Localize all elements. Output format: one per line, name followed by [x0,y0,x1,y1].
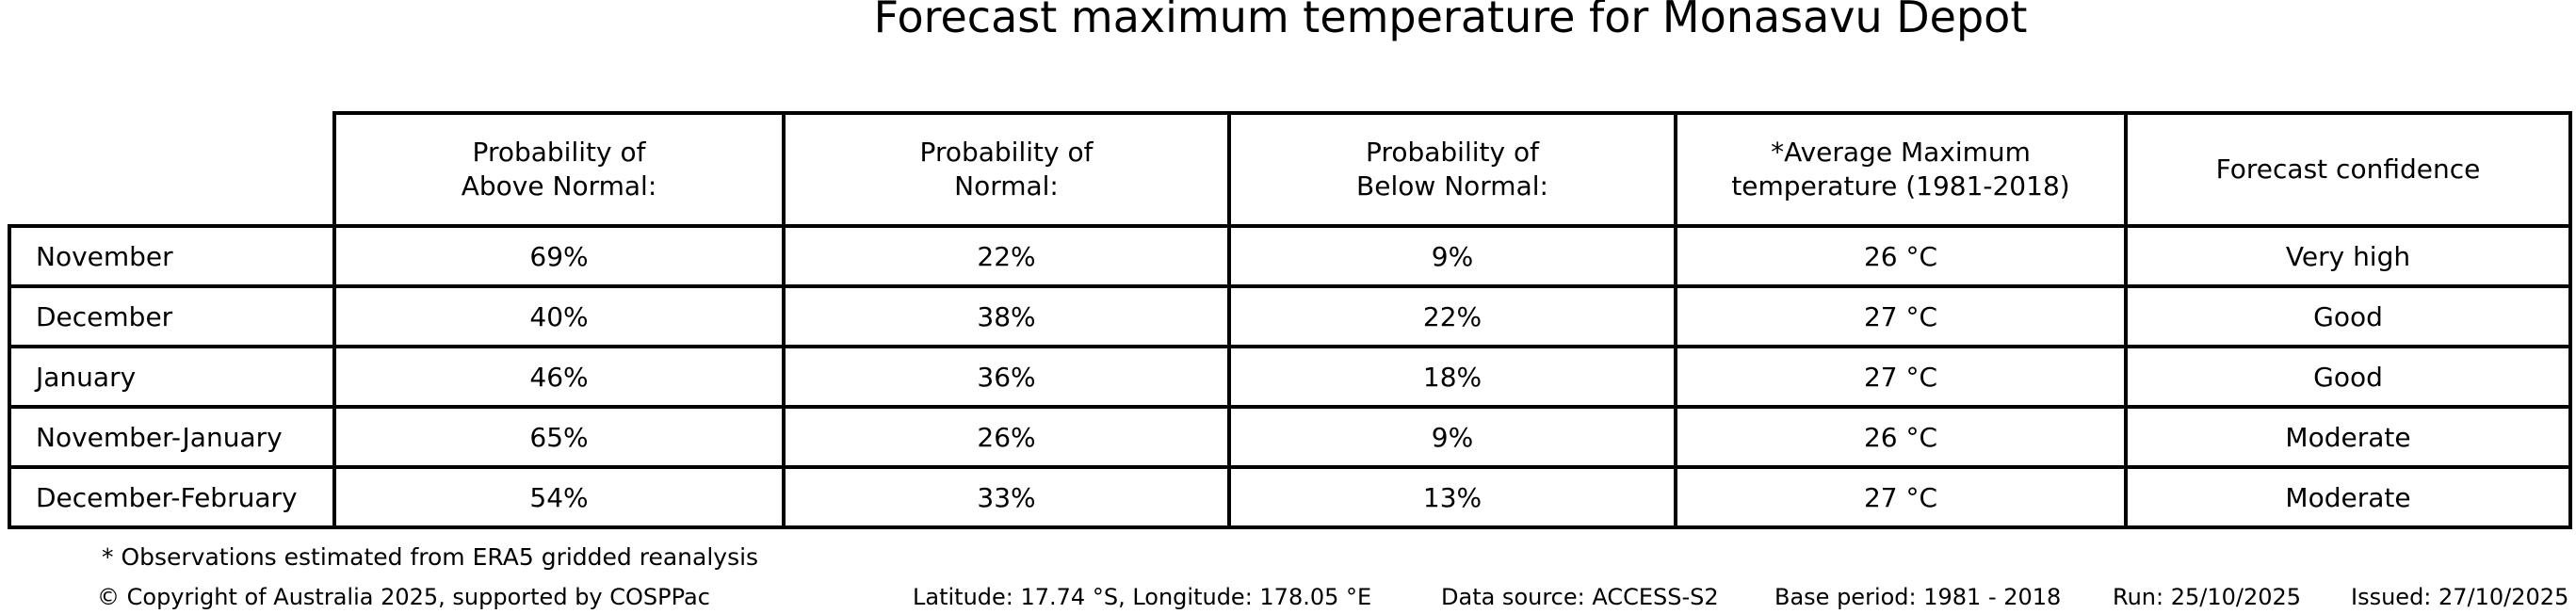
average-max-temperature-value: 27 °C [1674,465,2128,529]
forecast-confidence-value: Very high [2124,224,2572,288]
forecast-confidence-value: Moderate [2124,405,2572,469]
row-label: December [8,284,336,348]
table-row-january: January 46% 36% 18% 27 °C Good [8,345,2572,409]
average-max-temperature-value: 26 °C [1674,224,2128,288]
copyright-text: © Copyright of Australia 2025, supported… [97,584,710,610]
below-normal-value: 9% [1227,224,1677,288]
column-header-normal: Probability of Normal: [782,111,1231,228]
column-header-forecast-confidence: Forecast confidence [2124,111,2572,228]
issued-date-text: Issued: 27/10/2025 [2351,584,2569,610]
row-label: November-January [8,405,336,469]
normal-value: 22% [782,224,1231,288]
normal-value: 26% [782,405,1231,469]
base-period-text: Base period: 1981 - 2018 [1774,584,2062,610]
column-header-above-normal: Probability of Above Normal: [332,111,786,228]
forecast-table: Probability of Above Normal: Probability… [8,111,2572,529]
normal-value: 33% [782,465,1231,529]
table-row-november: November 69% 22% 9% 26 °C Very high [8,224,2572,288]
row-label: January [8,345,336,409]
table-header-row: Probability of Above Normal: Probability… [9,111,2572,228]
above-normal-value: 65% [332,405,786,469]
column-header-average-max-temperature: *Average Maximum temperature (1981-2018) [1674,111,2128,228]
normal-value: 38% [782,284,1231,348]
average-max-temperature-value: 26 °C [1674,405,2128,469]
below-normal-value: 9% [1227,405,1677,469]
data-source-text: Data source: ACCESS-S2 [1441,584,1719,610]
column-header-below-normal: Probability of Below Normal: [1227,111,1677,228]
above-normal-value: 54% [332,465,786,529]
average-max-temperature-value: 27 °C [1674,345,2128,409]
table-corner-cell [9,113,334,226]
above-normal-value: 40% [332,284,786,348]
below-normal-value: 22% [1227,284,1677,348]
below-normal-value: 13% [1227,465,1677,529]
table-row-december: December 40% 38% 22% 27 °C Good [8,284,2572,348]
forecast-confidence-value: Moderate [2124,465,2572,529]
below-normal-value: 18% [1227,345,1677,409]
row-label: December-February [8,465,336,529]
latitude-longitude-text: Latitude: 17.74 °S, Longitude: 178.05 °E [913,584,1372,610]
average-max-temperature-value: 27 °C [1674,284,2128,348]
page-title: Forecast maximum temperature for Monasav… [873,0,2028,42]
forecast-confidence-value: Good [2124,284,2572,348]
table-row-november-january: November-January 65% 26% 9% 26 °C Modera… [8,405,2572,469]
normal-value: 36% [782,345,1231,409]
run-date-text: Run: 25/10/2025 [2113,584,2302,610]
above-normal-value: 69% [332,224,786,288]
table-row-december-february: December-February 54% 33% 13% 27 °C Mode… [8,465,2572,529]
forecast-confidence-value: Good [2124,345,2572,409]
above-normal-value: 46% [332,345,786,409]
era5-footnote: * Observations estimated from ERA5 gridd… [102,543,759,571]
row-label: November [8,224,336,288]
